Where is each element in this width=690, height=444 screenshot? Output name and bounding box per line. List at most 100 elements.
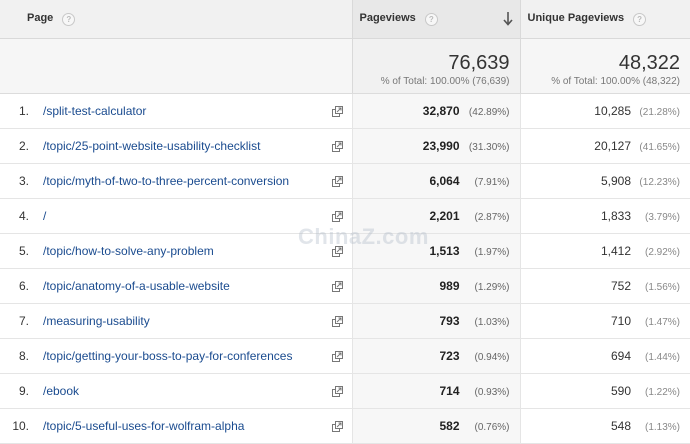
page-cell: 5. /topic/how-to-solve-any-problem bbox=[0, 233, 352, 269]
help-icon[interactable]: ? bbox=[424, 12, 438, 26]
open-in-new-window-icon[interactable] bbox=[331, 315, 343, 327]
unique-pageviews-cell: 590 (1.22%) bbox=[519, 373, 690, 409]
row-index: 2. bbox=[18, 138, 29, 153]
pageviews-value: 32,870 bbox=[422, 103, 460, 118]
total-unique-pageviews-percent: % of Total: 100.00% (48,322) bbox=[551, 75, 680, 87]
unique-pageviews-cell: 710 (1.47%) bbox=[519, 303, 690, 339]
row-index: 1. bbox=[18, 103, 29, 118]
page-path-link[interactable]: /measuring-usability bbox=[43, 313, 150, 328]
unique-pageviews-value: 20,127 bbox=[594, 138, 631, 153]
column-header-unique-pageviews[interactable]: Unique Pageviews? bbox=[519, 0, 690, 39]
page-path-link[interactable]: /topic/25-point-website-usability-checkl… bbox=[43, 138, 261, 153]
row-index: 7. bbox=[18, 313, 29, 328]
pageviews-value: 714 bbox=[439, 383, 460, 398]
unique-pageviews-value: 5,908 bbox=[600, 173, 631, 188]
table-row: 6. /topic/anatomy-of-a-usable-website 989… bbox=[0, 268, 690, 304]
page-path-link[interactable]: /topic/anatomy-of-a-usable-website bbox=[43, 278, 230, 293]
open-in-new-window-icon[interactable] bbox=[331, 280, 343, 292]
unique-pageviews-percent: (1.47%) bbox=[644, 316, 680, 328]
unique-pageviews-cell: 1,412 (2.92%) bbox=[519, 233, 690, 269]
column-header-pageviews[interactable]: Pageviews? bbox=[351, 0, 520, 39]
column-header-page[interactable]: Page? bbox=[0, 0, 352, 39]
unique-pageviews-cell: 20,127 (41.65%) bbox=[519, 128, 690, 164]
pageviews-percent: (0.76%) bbox=[474, 421, 510, 433]
open-in-new-window-icon[interactable] bbox=[331, 210, 343, 222]
row-index: 10. bbox=[12, 418, 29, 433]
row-index: 6. bbox=[18, 278, 29, 293]
open-in-new-window-icon[interactable] bbox=[331, 420, 343, 432]
pageviews-percent: (31.30%) bbox=[468, 141, 510, 153]
unique-pageviews-percent: (21.28%) bbox=[639, 106, 680, 118]
table-row: 3. /topic/myth-of-two-to-three-percent-co… bbox=[0, 163, 690, 199]
open-in-new-window-icon[interactable] bbox=[331, 175, 343, 187]
open-in-new-window-icon[interactable] bbox=[331, 385, 343, 397]
pageviews-cell: 723 (0.94%) bbox=[351, 338, 520, 374]
page-path-link[interactable]: /split-test-calculator bbox=[43, 103, 147, 118]
row-index: 5. bbox=[18, 243, 29, 258]
unique-pageviews-cell: 694 (1.44%) bbox=[519, 338, 690, 374]
page-cell: 10. /topic/5-useful-uses-for-wolfram-alph… bbox=[0, 408, 352, 444]
page-cell: 6. /topic/anatomy-of-a-usable-website bbox=[0, 268, 352, 304]
totals-pageviews-cell: 76,639 % of Total: 100.00% (76,639) bbox=[351, 38, 520, 94]
unique-pageviews-value: 1,412 bbox=[600, 243, 631, 258]
page-path-link[interactable]: /topic/5-useful-uses-for-wolfram-alpha bbox=[43, 418, 245, 433]
unique-pageviews-value: 752 bbox=[610, 278, 631, 293]
page-cell: 1. /split-test-calculator bbox=[0, 93, 352, 129]
pageviews-cell: 793 (1.03%) bbox=[351, 303, 520, 339]
pageviews-percent: (1.97%) bbox=[474, 246, 510, 258]
unique-pageviews-value: 1,833 bbox=[600, 208, 631, 223]
page-path-link[interactable]: /topic/how-to-solve-any-problem bbox=[43, 243, 214, 258]
pageviews-value: 6,064 bbox=[429, 173, 460, 188]
open-in-new-window-icon[interactable] bbox=[331, 140, 343, 152]
column-header-unique-pageviews-label: Unique Pageviews bbox=[527, 11, 625, 24]
column-header-page-label: Page bbox=[27, 11, 54, 24]
help-icon[interactable]: ? bbox=[62, 12, 76, 26]
pageviews-percent: (1.03%) bbox=[474, 316, 510, 328]
column-header-pageviews-label: Pageviews bbox=[359, 11, 416, 24]
table-row: 8. /topic/getting-your-boss-to-pay-for-co… bbox=[0, 338, 690, 374]
pageviews-percent: (7.91%) bbox=[474, 176, 510, 188]
page-path-link[interactable]: /ebook bbox=[43, 383, 80, 398]
pageviews-cell: 23,990 (31.30%) bbox=[351, 128, 520, 164]
unique-pageviews-value: 710 bbox=[610, 313, 631, 328]
unique-pageviews-cell: 5,908 (12.23%) bbox=[519, 163, 690, 199]
pageviews-value: 793 bbox=[439, 313, 460, 328]
page-path-link[interactable]: /topic/getting-your-boss-to-pay-for-conf… bbox=[43, 348, 293, 363]
pageviews-percent: (1.29%) bbox=[474, 281, 510, 293]
total-pageviews-value: 76,639 bbox=[448, 51, 510, 74]
total-pageviews-percent: % of Total: 100.00% (76,639) bbox=[380, 75, 510, 87]
pageviews-cell: 582 (0.76%) bbox=[351, 408, 520, 444]
pageviews-percent: (0.94%) bbox=[474, 351, 510, 363]
header-row: Page? Pageviews? Unique Pageviews? bbox=[0, 0, 690, 39]
pageviews-cell: 1,513 (1.97%) bbox=[351, 233, 520, 269]
help-icon[interactable]: ? bbox=[633, 12, 647, 26]
pageviews-percent: (2.87%) bbox=[474, 211, 510, 223]
pageviews-percent: (0.93%) bbox=[474, 386, 510, 398]
pageviews-value: 1,513 bbox=[429, 243, 460, 258]
page-path-link[interactable]: / bbox=[43, 208, 47, 223]
table-row: 5. /topic/how-to-solve-any-problem 1,513 (… bbox=[0, 233, 690, 269]
unique-pageviews-cell: 1,833 (3.79%) bbox=[519, 198, 690, 234]
table-row: 1./split-test-calculator 32,870 (42.89%) … bbox=[0, 93, 690, 129]
table-row: 10. /topic/5-useful-uses-for-wolfram-alph… bbox=[0, 408, 690, 444]
unique-pageviews-percent: (1.44%) bbox=[644, 351, 680, 363]
open-in-new-window-icon[interactable] bbox=[331, 105, 343, 117]
total-unique-pageviews-value: 48,322 bbox=[618, 51, 680, 74]
row-index: 9. bbox=[18, 383, 29, 398]
page-cell: 8. /topic/getting-your-boss-to-pay-for-co… bbox=[0, 338, 352, 374]
pageviews-cell: 714 (0.93%) bbox=[351, 373, 520, 409]
open-in-new-window-icon[interactable] bbox=[331, 350, 343, 362]
pageviews-value: 723 bbox=[439, 348, 460, 363]
open-in-new-window-icon[interactable] bbox=[331, 245, 343, 257]
page-cell: 9. /ebook bbox=[0, 373, 352, 409]
page-cell: 3. /topic/myth-of-two-to-three-percent-co… bbox=[0, 163, 352, 199]
unique-pageviews-percent: (1.22%) bbox=[644, 386, 680, 398]
table-row: 7. /measuring-usability 793 (1.03%) 710 (1.… bbox=[0, 303, 690, 339]
sort-descending-arrow-icon[interactable] bbox=[502, 11, 514, 27]
row-index: 3. bbox=[18, 173, 29, 188]
row-index: 8. bbox=[18, 348, 29, 363]
pageviews-value: 582 bbox=[439, 418, 460, 433]
page-path-link[interactable]: /topic/myth-of-two-to-three-percent-conv… bbox=[43, 173, 290, 188]
pageviews-cell: 989 (1.29%) bbox=[351, 268, 520, 304]
